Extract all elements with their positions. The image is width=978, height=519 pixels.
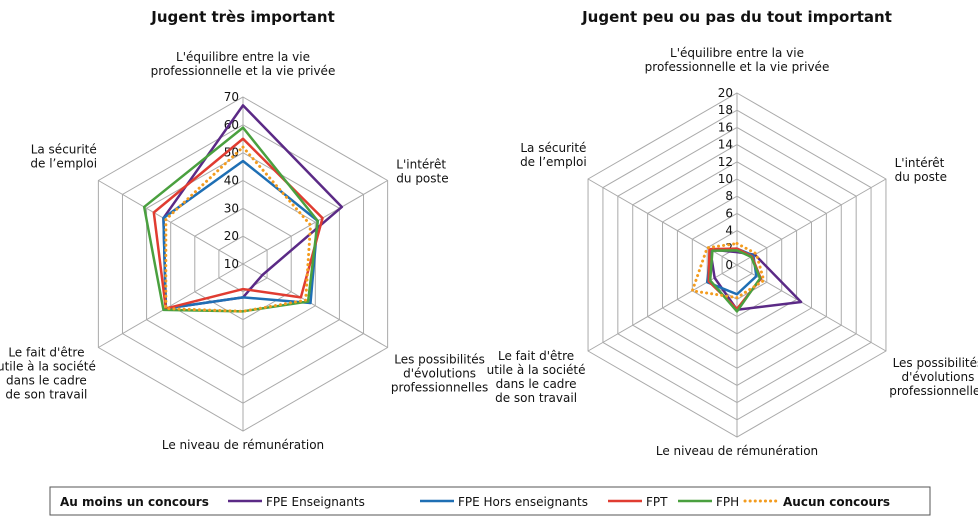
- category-label-line: Le fait d'être: [498, 349, 574, 363]
- category-label-line: L'équilibre entre la vie: [670, 46, 804, 60]
- y-tick-label: 70: [224, 90, 239, 104]
- category-label: L'équilibre entre la vie professionnelle …: [645, 46, 830, 74]
- series-line: [142, 126, 319, 313]
- category-label: L'intérêt du poste: [895, 156, 947, 184]
- category-label: Le fait d'être utile à la société dans le …: [0, 346, 96, 402]
- category-label: Le fait d'être utile à la société dans le …: [487, 349, 586, 405]
- category-label: La sécurité de l’emploi: [520, 141, 587, 169]
- y-tick-label: 0: [725, 258, 733, 272]
- category-label-line: Le fait d'être: [8, 346, 84, 360]
- category-label: Le niveau de rémunération: [162, 438, 324, 452]
- category-label-line: La sécurité: [520, 141, 586, 155]
- y-tick-label: 14: [718, 138, 733, 152]
- y-tick-label: 40: [224, 174, 239, 188]
- category-label-line: L'intérêt: [895, 156, 945, 170]
- chart-title: Jugent très important: [150, 8, 335, 26]
- spoke: [242, 180, 388, 265]
- spoke: [98, 263, 244, 348]
- category-label-line: du poste: [895, 170, 947, 184]
- category-label-line: professionnelle et la vie privée: [151, 64, 336, 78]
- y-tick-label: 18: [718, 103, 733, 117]
- legend-label: FPT: [646, 495, 668, 509]
- category-label-line: La sécurité: [31, 143, 97, 157]
- category-label: Les possibilités d'évolutions professionne…: [889, 356, 978, 398]
- category-label-line: de son travail: [5, 388, 87, 402]
- y-tick-label: 16: [718, 120, 733, 134]
- category-label-line: d'évolutions: [403, 367, 476, 381]
- series-line: [708, 248, 803, 311]
- category-label: Les possibilités d'évolutions professionne…: [391, 353, 488, 395]
- series-line: [152, 137, 324, 310]
- category-label-line: L'intérêt: [396, 158, 446, 172]
- spoke: [242, 263, 388, 348]
- legend-label: Aucun concours: [783, 495, 890, 509]
- category-label-line: Le niveau de rémunération: [656, 444, 818, 458]
- spoke: [587, 264, 738, 352]
- spoke: [736, 178, 887, 266]
- category-label-line: dans le cadre: [496, 377, 577, 391]
- legend-label: FPH: [716, 495, 739, 509]
- y-tick-label: 10: [718, 172, 733, 186]
- category-label-line: du poste: [396, 172, 448, 186]
- category-label-line: utile à la société: [0, 360, 96, 374]
- category-label-line: Les possibilités: [893, 356, 978, 370]
- category-label: Le niveau de rémunération: [656, 444, 818, 458]
- y-tick-label: 12: [718, 155, 733, 169]
- category-label-line: dans le cadre: [6, 374, 87, 388]
- chart-title: Jugent peu ou pas du tout important: [581, 8, 892, 26]
- legend-label: FPE Hors enseignants: [458, 495, 588, 509]
- y-tick-label: 50: [224, 146, 239, 160]
- category-label-line: de l’emploi: [30, 157, 97, 171]
- category-label: La sécurité de l’emploi: [30, 143, 97, 171]
- category-label-line: professionnelles: [889, 384, 978, 398]
- series-line: [690, 242, 766, 300]
- legend-title: Au moins un concours: [60, 495, 209, 509]
- category-label-line: utile à la société: [487, 363, 586, 377]
- spoke: [98, 180, 244, 265]
- y-tick-label: 30: [224, 201, 239, 215]
- category-label-line: de son travail: [495, 391, 577, 405]
- legend-label: FPE Enseignants: [266, 495, 365, 509]
- category-label-line: Les possibilités: [394, 353, 485, 367]
- series-line: [708, 249, 762, 313]
- y-tick-label: 6: [725, 206, 733, 220]
- y-tick-label: 10: [224, 257, 239, 271]
- category-label: L'intérêt du poste: [396, 158, 448, 186]
- category-label-line: L'équilibre entre la vie: [176, 50, 310, 64]
- series-line: [164, 145, 312, 313]
- category-label-line: d'évolutions: [901, 370, 974, 384]
- legend-box: [49, 486, 931, 516]
- y-tick-label: 4: [725, 224, 733, 238]
- category-label-line: Le niveau de rémunération: [162, 438, 324, 452]
- category-label-line: de l’emploi: [520, 155, 587, 169]
- y-tick-label: 8: [725, 189, 733, 203]
- category-label: L'équilibre entre la vie professionnelle …: [151, 50, 336, 78]
- y-tick-label: 20: [718, 86, 733, 100]
- y-tick-label: 20: [224, 229, 239, 243]
- category-label-line: professionnelle et la vie privée: [645, 60, 830, 74]
- category-label-line: professionnelles: [391, 381, 488, 395]
